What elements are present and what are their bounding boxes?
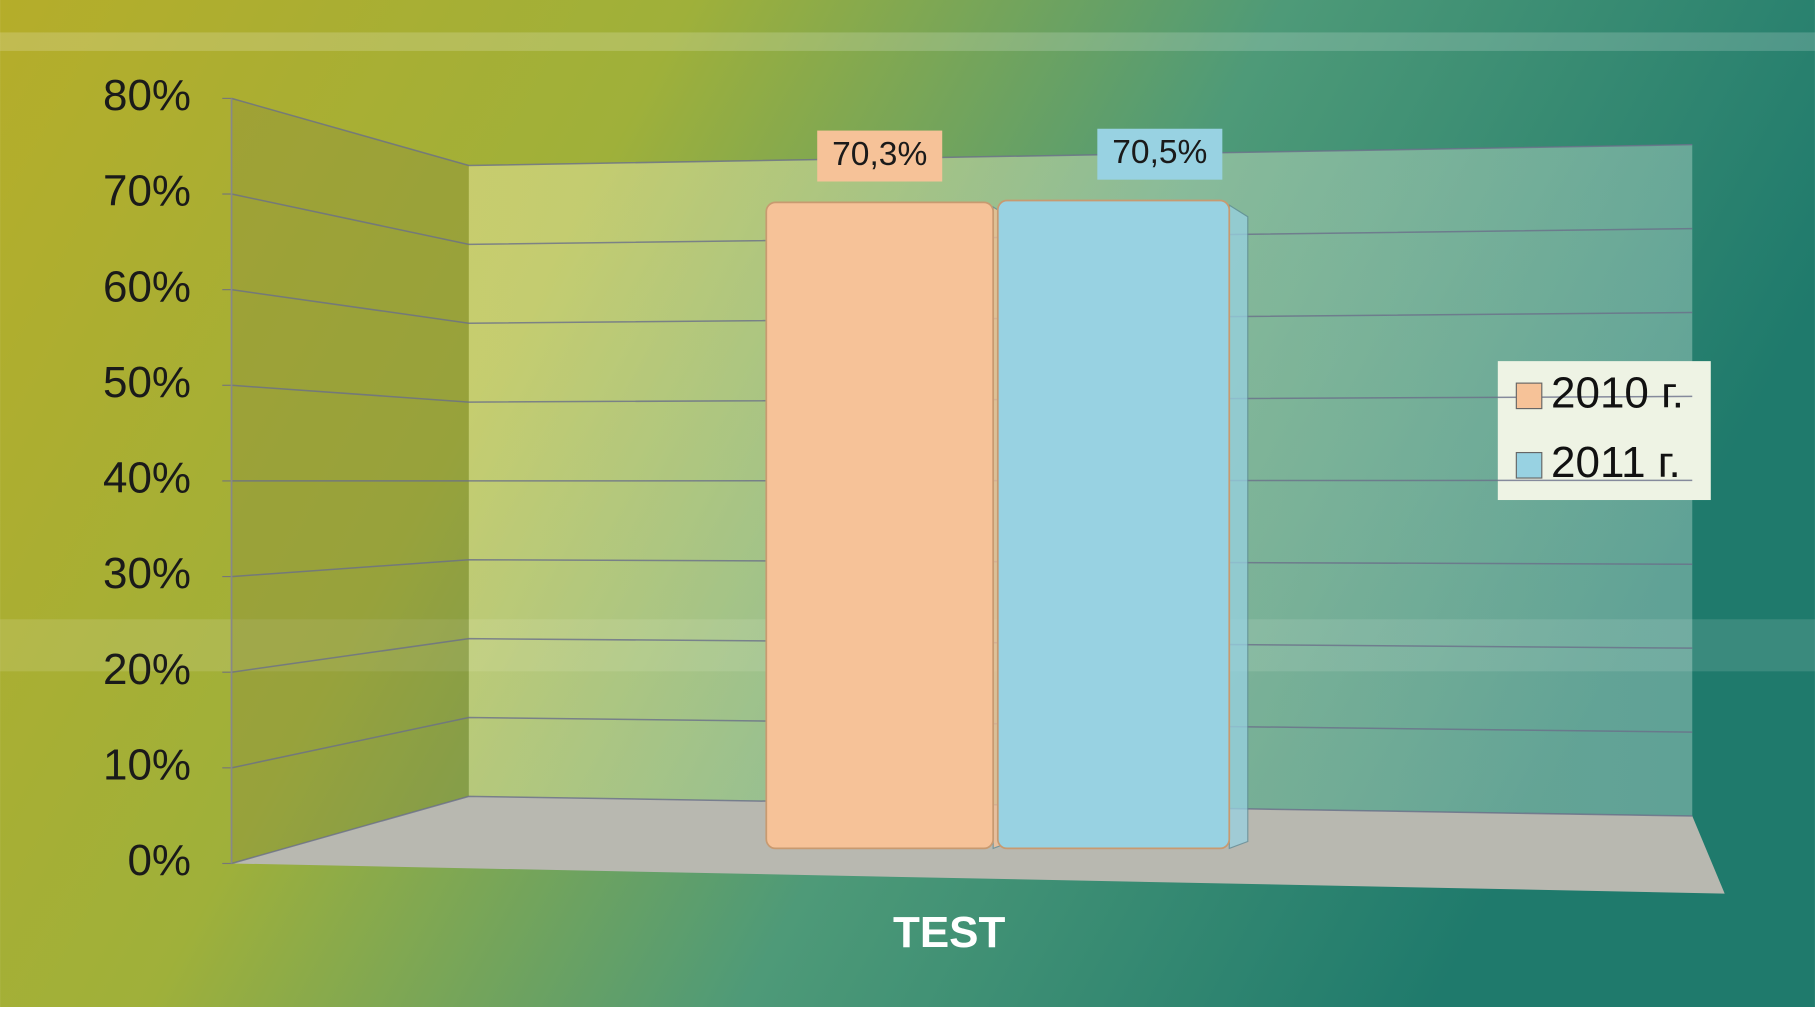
bar bbox=[996, 199, 1231, 850]
y-tick-label: 60% bbox=[103, 262, 191, 311]
bar-side bbox=[1228, 204, 1249, 850]
grid-line bbox=[231, 637, 1693, 673]
legend-swatch bbox=[1515, 451, 1543, 479]
grid-line bbox=[231, 479, 1693, 482]
grid-line bbox=[231, 559, 1693, 578]
y-tick-label: 0% bbox=[127, 836, 191, 885]
y-tick-label: 80% bbox=[103, 71, 191, 120]
data-label-box bbox=[1097, 128, 1223, 180]
grid-line bbox=[231, 193, 1693, 246]
grid-line bbox=[231, 97, 1693, 167]
data-label: 70,5% bbox=[1112, 134, 1207, 171]
y-tick-label: 30% bbox=[103, 549, 191, 598]
y-tick-label: 70% bbox=[103, 167, 191, 216]
y-tick-label: 50% bbox=[103, 358, 191, 407]
grid-line bbox=[231, 795, 1693, 865]
bar bbox=[765, 201, 995, 850]
y-tick-label: 10% bbox=[103, 740, 191, 789]
data-label: 70,3% bbox=[832, 136, 927, 173]
grid-line bbox=[231, 716, 1693, 769]
legend-swatch bbox=[1515, 382, 1543, 410]
x-tick-label: TEST bbox=[893, 908, 1006, 957]
y-tick-label: 40% bbox=[103, 454, 191, 503]
legend-label: 2011 г. bbox=[1551, 438, 1681, 487]
grid-line bbox=[231, 288, 1693, 324]
y-tick-label: 20% bbox=[103, 645, 191, 694]
legend-label: 2010 г. bbox=[1551, 368, 1684, 417]
data-label-box bbox=[817, 130, 943, 182]
grid-line bbox=[231, 384, 1693, 403]
band bbox=[0, 32, 1815, 51]
